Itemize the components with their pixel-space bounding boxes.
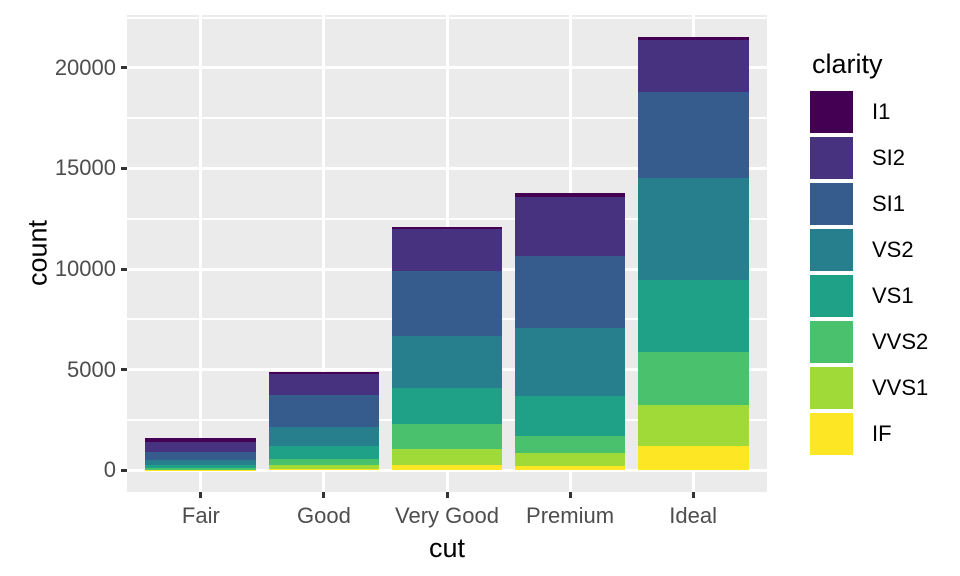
bar-segment-very-good-vs1 — [391, 388, 503, 425]
legend-key-swatch — [810, 367, 853, 409]
x-tick-mark — [199, 492, 203, 498]
bar-segment-ideal-i1 — [637, 36, 749, 40]
x-tick-mark — [322, 492, 326, 498]
bar-segment-very-good-si2 — [391, 228, 503, 272]
category-gridline — [322, 15, 326, 492]
y-tick-label: 10000 — [54, 256, 116, 282]
x-tick-label: Very Good — [395, 503, 499, 528]
x-tick-mark — [568, 492, 572, 498]
bar-segment-premium-vs1 — [514, 395, 626, 436]
legend-entry-label: SI2 — [872, 145, 906, 170]
x-tick-mark — [691, 492, 695, 498]
bar-segment-ideal-si1 — [637, 91, 749, 179]
x-tick-label: Premium — [526, 503, 615, 528]
bar-segment-premium-if — [514, 465, 626, 471]
bar-segment-ideal-vs1 — [637, 280, 749, 353]
bar-segment-good-if — [268, 468, 380, 471]
y-tick-mark — [121, 267, 127, 271]
y-tick-mark — [121, 66, 127, 70]
bar-segment-premium-vvs1 — [514, 453, 626, 466]
bar-segment-premium-si1 — [514, 256, 626, 329]
bar-segment-premium-i1 — [514, 192, 626, 197]
bar-segment-good-vs1 — [268, 446, 380, 460]
bar-segment-good-i1 — [268, 371, 380, 374]
y-tick-label: 15000 — [54, 155, 116, 181]
bar-segment-good-vvs2 — [268, 459, 380, 466]
legend-entry-label: VS1 — [872, 283, 914, 308]
legend: clarity I1 SI2 SI1 VS2 VS1 VVS2 VVS1 IF — [810, 48, 960, 459]
bar-segment-very-good-if — [391, 464, 503, 471]
legend-key-swatch — [810, 137, 853, 179]
legend-entry-i1: I1 — [810, 91, 960, 133]
legend-key-swatch — [810, 229, 853, 271]
legend-key-swatch — [810, 321, 853, 363]
bar-segment-very-good-vs2 — [391, 336, 503, 389]
bar-segment-fair-vs1 — [145, 464, 257, 469]
legend-key-swatch — [810, 183, 853, 225]
bar-segment-very-good-vvs2 — [391, 424, 503, 450]
legend-entry-vs2: VS2 — [810, 229, 960, 271]
bar-segment-premium-vvs2 — [514, 435, 626, 454]
legend-entry-label: IF — [872, 421, 892, 446]
x-axis-title: cut — [428, 533, 466, 563]
legend-key-swatch — [810, 275, 853, 317]
legend-entry-label: SI1 — [872, 191, 906, 216]
y-tick-label: 20000 — [54, 54, 116, 80]
y-tick-mark — [121, 166, 127, 170]
legend-key-swatch — [810, 413, 853, 455]
bar-segment-premium-vs2 — [514, 328, 626, 396]
x-tick-label: Ideal — [669, 503, 717, 528]
bar-segment-good-si2 — [268, 373, 380, 396]
legend-entry-label: I1 — [872, 99, 891, 124]
bar-segment-premium-si2 — [514, 196, 626, 257]
bar-segment-ideal-if — [637, 445, 749, 471]
legend-entry-label: VS2 — [872, 237, 914, 262]
legend-entry-if: IF — [810, 413, 960, 455]
y-tick-mark — [121, 368, 127, 372]
bar-segment-ideal-si2 — [637, 39, 749, 92]
x-tick-label: Good — [297, 503, 351, 528]
bar-segment-very-good-vvs1 — [391, 449, 503, 465]
legend-entry-si1: SI1 — [810, 183, 960, 225]
plot-panel — [127, 15, 767, 492]
legend-entry-vs1: VS1 — [810, 275, 960, 317]
legend-key-swatch — [810, 91, 853, 133]
bar-segment-good-vvs1 — [268, 465, 380, 469]
bar-segment-ideal-vvs2 — [637, 352, 749, 405]
bar-segment-ideal-vvs1 — [637, 404, 749, 446]
bar-segment-fair-i1 — [145, 437, 257, 443]
y-tick-label: 0 — [103, 457, 116, 483]
legend-entry-label: VVS2 — [872, 329, 929, 354]
legend-entry-si2: SI2 — [810, 137, 960, 179]
bar-segment-very-good-si1 — [391, 271, 503, 337]
legend-title: clarity — [812, 49, 883, 79]
bar-segment-very-good-i1 — [391, 227, 503, 229]
bar-segment-fair-si2 — [145, 442, 257, 452]
bar-segment-ideal-vs2 — [637, 178, 749, 281]
x-tick-mark — [445, 492, 449, 498]
legend-entry-vvs2: VVS2 — [810, 321, 960, 363]
bar-segment-good-vs2 — [268, 426, 380, 447]
y-tick-mark — [121, 468, 127, 472]
bar-segment-fair-vvs2 — [145, 468, 257, 470]
legend-keys: I1 SI2 SI1 VS2 VS1 VVS2 VVS1 IF — [810, 91, 960, 455]
y-tick-label: 5000 — [67, 356, 116, 382]
legend-entry-label: VVS1 — [872, 375, 929, 400]
category-gridline — [199, 15, 203, 492]
bar-segment-fair-si1 — [145, 451, 257, 460]
bar-segment-fair-vs2 — [145, 459, 257, 465]
bar-segment-good-si1 — [268, 395, 380, 427]
legend-entry-vvs1: VVS1 — [810, 367, 960, 409]
x-tick-label: Fair — [181, 503, 220, 528]
